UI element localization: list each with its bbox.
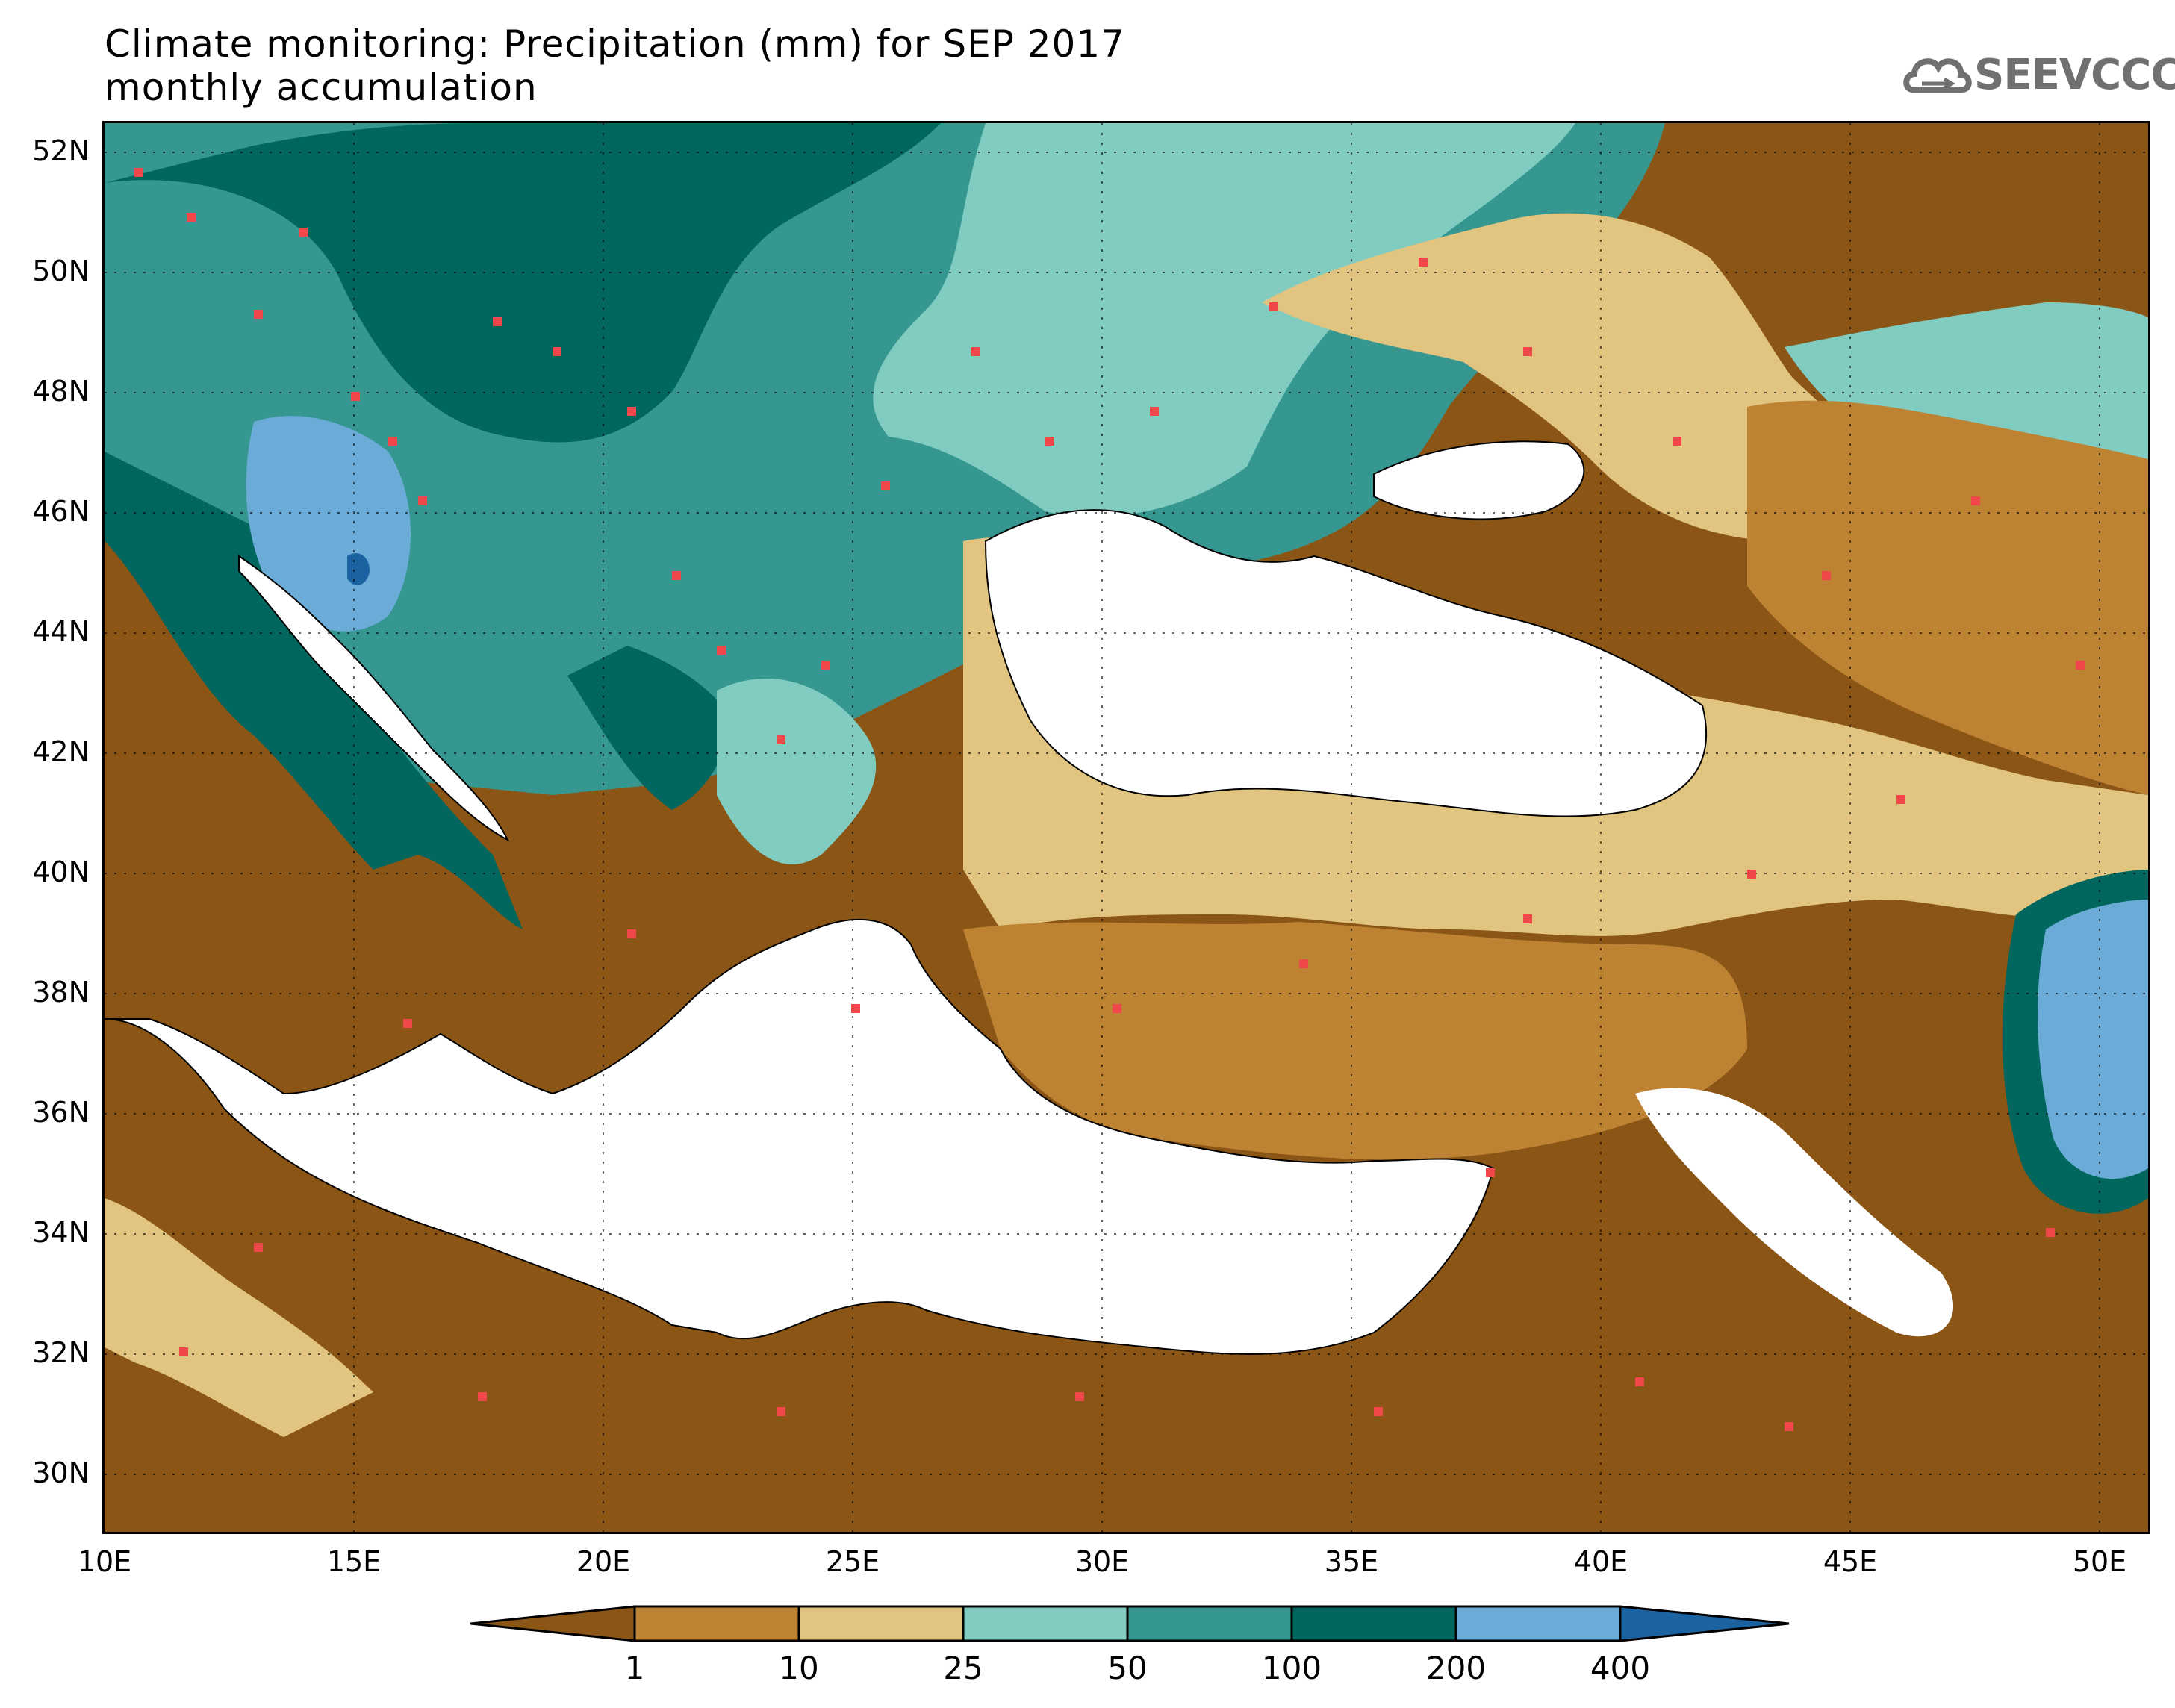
zone-100-200-italy — [105, 452, 523, 929]
lon-label-35e: 35E — [1324, 1545, 1379, 1578]
zone-over-400 — [347, 553, 370, 585]
cloud-icon — [1903, 58, 1972, 93]
colorbar-label-50: 50 — [1107, 1650, 1148, 1686]
zone-25-50-balkans — [717, 678, 877, 864]
sea-of-azov — [1373, 440, 1585, 520]
colorbar-segment-5 — [1290, 1605, 1457, 1642]
lat-label-32n: 32N — [32, 1336, 90, 1369]
lat-label-50n: 50N — [32, 255, 90, 287]
zone-1-10-anatolia — [963, 922, 1747, 1160]
precipitation-map — [102, 121, 2150, 1534]
adriatic-sea — [238, 555, 510, 842]
colorbar-segment-0 — [470, 1605, 636, 1642]
colorbar-label-100: 100 — [1261, 1650, 1322, 1686]
colorbar-label-1: 1 — [624, 1650, 645, 1686]
lon-label-15e: 15E — [326, 1545, 382, 1578]
lat-label-46n: 46N — [32, 495, 90, 528]
lon-label-20e: 20E — [576, 1545, 631, 1578]
lat-label-30n: 30N — [32, 1456, 90, 1489]
lat-label-34n: 34N — [32, 1216, 90, 1249]
lat-label-42n: 42N — [32, 735, 90, 768]
lat-label-52n: 52N — [32, 134, 90, 167]
zone-200-400-alps — [246, 416, 411, 632]
zone-25-50-north — [873, 123, 1575, 517]
colorbar-label-200: 200 — [1425, 1650, 1487, 1686]
colorbar-segment-6 — [1454, 1605, 1622, 1642]
map-title: Climate monitoring: Precipitation (mm) f… — [105, 22, 1125, 66]
lon-label-10e: 10E — [77, 1545, 132, 1578]
station-markers — [134, 168, 2085, 1431]
lon-label-40e: 40E — [1573, 1545, 1628, 1578]
black-sea — [984, 509, 1708, 817]
zone-100-200-balkans — [567, 646, 732, 810]
colorbar-segment-1 — [633, 1605, 800, 1642]
desert-no-data — [1635, 1088, 1954, 1337]
colorbar-label-10: 10 — [779, 1650, 819, 1686]
lon-label-30e: 30E — [1074, 1545, 1130, 1578]
colorbar-label-25: 25 — [943, 1650, 983, 1686]
colorbar — [470, 1605, 1792, 1645]
lat-label-40n: 40N — [32, 855, 90, 888]
map-subtitle: monthly accumulation — [105, 66, 538, 109]
lat-label-48n: 48N — [32, 375, 90, 408]
seevccc-logo: SEEVCCC — [1902, 46, 2175, 106]
mediterranean-sea — [105, 918, 1495, 1355]
lon-label-45e: 45E — [1823, 1545, 1878, 1578]
logo-text: SEEVCCC — [1974, 51, 2175, 99]
graticule — [105, 123, 2148, 1532]
zone-10-25-ukraine — [1262, 213, 1896, 541]
colorbar-segment-2 — [797, 1605, 965, 1642]
lat-label-44n: 44N — [32, 615, 90, 648]
colorbar-segment-7 — [1619, 1605, 1790, 1642]
lat-label-36n: 36N — [32, 1096, 90, 1129]
lon-label-25e: 25E — [825, 1545, 880, 1578]
lat-label-38n: 38N — [32, 976, 90, 1009]
lon-label-50e: 50E — [2072, 1545, 2127, 1578]
colorbar-segment-4 — [1126, 1605, 1293, 1642]
zone-10-25-libya — [105, 1198, 373, 1437]
colorbar-label-400: 400 — [1590, 1650, 1651, 1686]
zone-100-200-north — [105, 123, 941, 443]
colorbar-segment-3 — [962, 1605, 1129, 1642]
zone-1-10-caucasus — [1747, 400, 2148, 795]
zone-200-400-caspian — [2038, 900, 2148, 1179]
